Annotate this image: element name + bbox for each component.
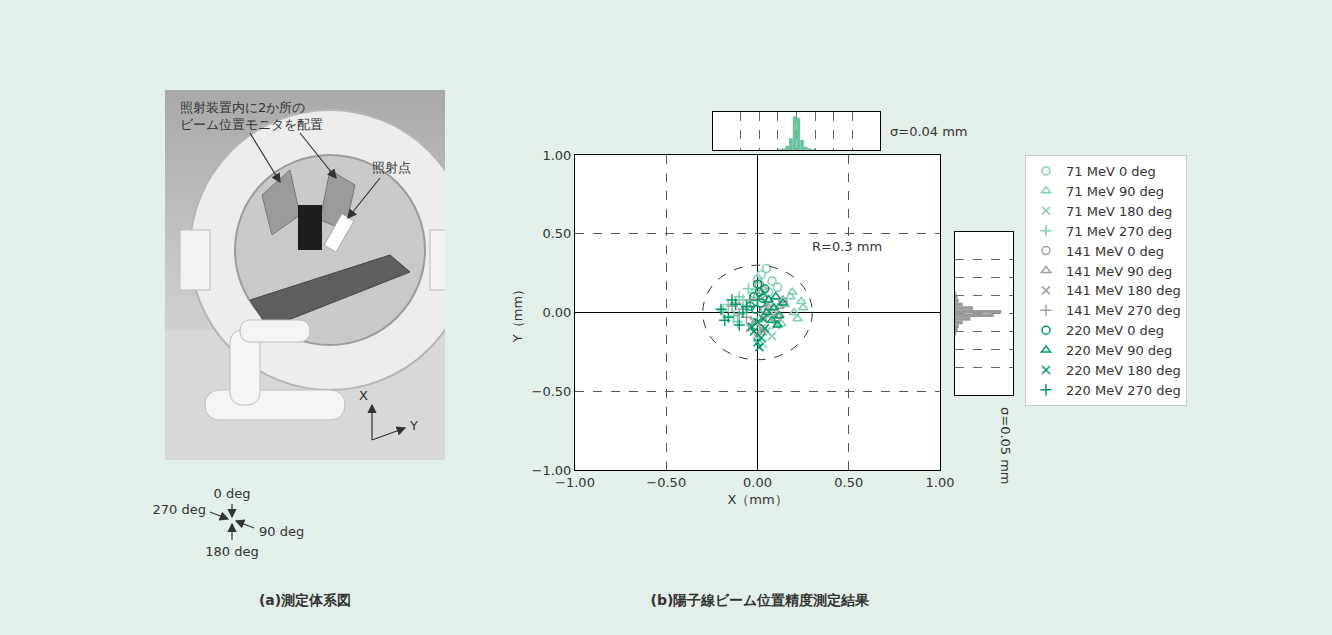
html-text:(a)測定体系図: (a)測定体系図: [258, 592, 352, 608]
svg-text:σ=0.04 mm: σ=0.04 mm: [890, 124, 968, 139]
svg-text:σ=0.05 mm: σ=0.05 mm: [998, 407, 1013, 485]
svg-text:0.00: 0.00: [542, 305, 571, 320]
svg-text:71 MeV 0 deg: 71 MeV 0 deg: [1066, 164, 1156, 179]
svg-text:照射点: 照射点: [372, 160, 411, 175]
svg-text:X（mm）: X（mm）: [727, 492, 787, 507]
svg-text:1.00: 1.00: [542, 148, 571, 163]
svg-text:照射装置内に2か所のビーム位置モニタを配置: 照射装置内に2か所のビーム位置モニタを配置: [180, 100, 323, 132]
svg-text:0.50: 0.50: [834, 475, 863, 490]
svg-text:220 MeV 90 deg: 220 MeV 90 deg: [1066, 343, 1172, 358]
svg-text:71 MeV 270 deg: 71 MeV 270 deg: [1066, 224, 1172, 239]
svg-text:Y（mm）: Y（mm）: [510, 283, 525, 343]
svg-text:141 MeV 180 deg: 141 MeV 180 deg: [1066, 283, 1181, 298]
svg-text:−0.50: −0.50: [532, 384, 572, 399]
svg-text:71 MeV 90 deg: 71 MeV 90 deg: [1066, 184, 1164, 199]
svg-text:R=0.3 mm: R=0.3 mm: [812, 239, 882, 254]
svg-text:−1.00: −1.00: [532, 463, 572, 478]
svg-text:−1.00: −1.00: [555, 475, 595, 490]
svg-text:220 MeV 270 deg: 220 MeV 270 deg: [1066, 383, 1181, 398]
svg-text:−0.50: −0.50: [646, 475, 686, 490]
svg-text:Y: Y: [409, 418, 418, 433]
svg-text:141 MeV 270 deg: 141 MeV 270 deg: [1066, 303, 1181, 318]
svg-text:141 MeV 90 deg: 141 MeV 90 deg: [1066, 264, 1172, 279]
svg-text:0.00: 0.00: [743, 475, 772, 490]
svg-text:X: X: [359, 388, 368, 403]
svg-text:270 deg: 270 deg: [153, 502, 206, 517]
html-text:(b)陽子線ビーム位置精度測定結果: (b)陽子線ビーム位置精度測定結果: [650, 592, 870, 608]
svg-text:0.50: 0.50: [542, 226, 571, 241]
svg-text:90 deg: 90 deg: [259, 524, 304, 539]
svg-text:220 MeV 180 deg: 220 MeV 180 deg: [1066, 363, 1181, 378]
svg-text:220 MeV 0 deg: 220 MeV 0 deg: [1066, 323, 1164, 338]
svg-text:0 deg: 0 deg: [214, 486, 251, 501]
svg-text:141 MeV 0 deg: 141 MeV 0 deg: [1066, 244, 1164, 259]
svg-text:1.00: 1.00: [926, 475, 955, 490]
svg-text:71 MeV 180 deg: 71 MeV 180 deg: [1066, 204, 1172, 219]
svg-text:180 deg: 180 deg: [205, 544, 258, 559]
